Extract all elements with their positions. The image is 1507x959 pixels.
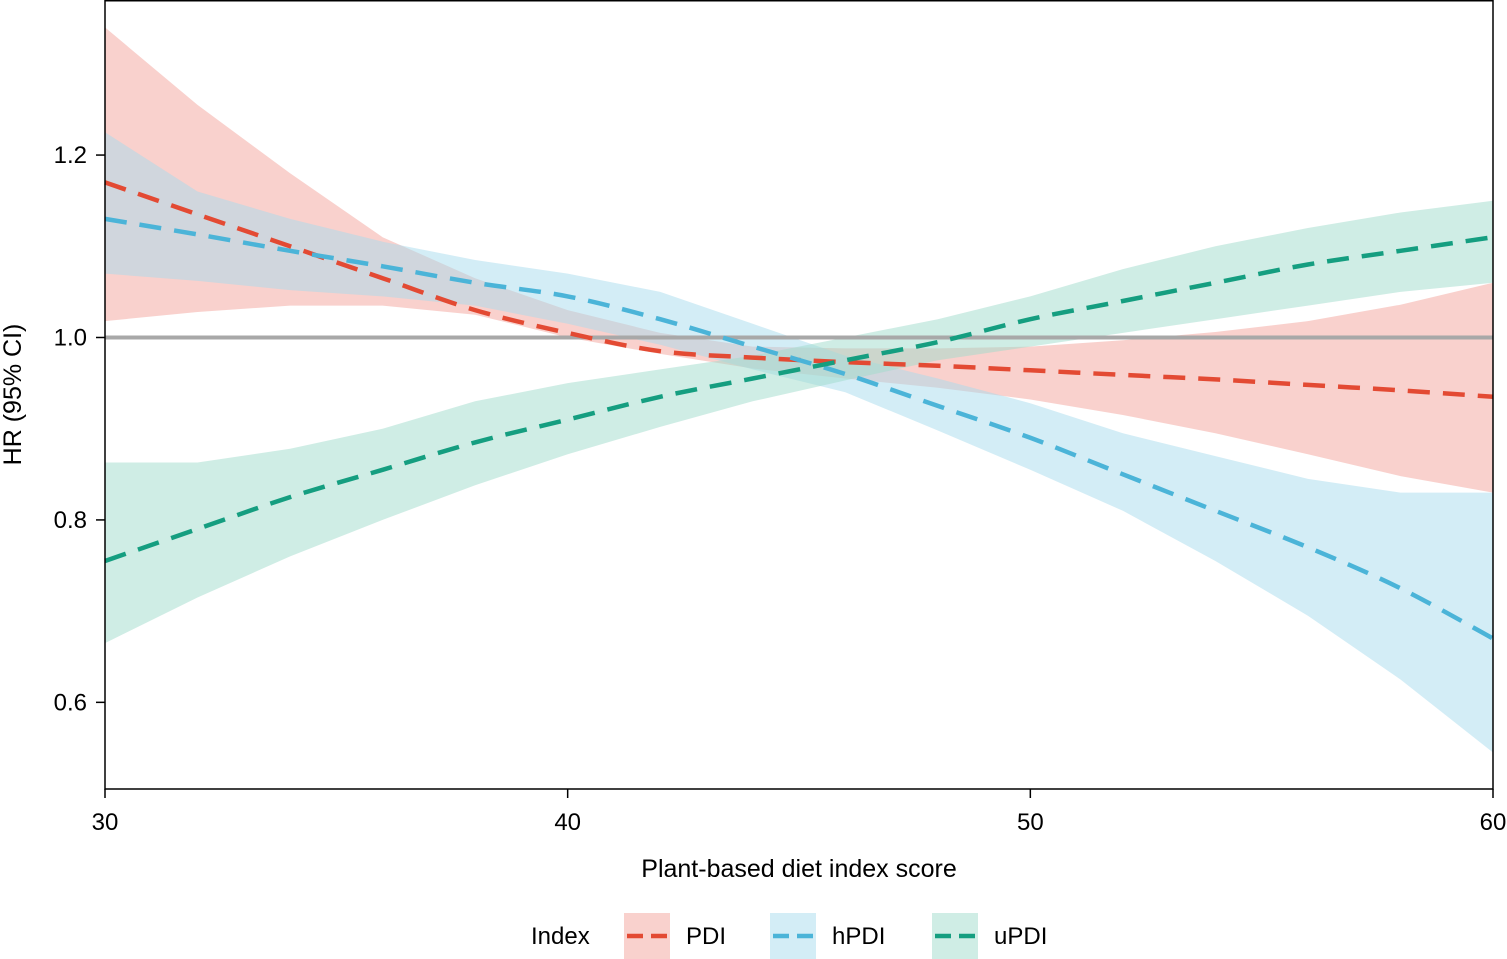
series-line-hpdi [104,216,1495,641]
x-axis: 30 40 50 60 [92,789,1507,836]
y-axis-title: HR (95% CI) [0,324,27,466]
ci-band-updi [105,200,1493,644]
y-tick-label: 1.2 [54,142,87,169]
y-axis: 0.6 0.8 1.0 1.2 [54,142,105,716]
plot-frame [104,0,1494,790]
y-tick-label: 0.8 [54,507,87,534]
x-axis-title: Plant-based diet index score [641,855,956,883]
x-tick-label: 50 [1017,809,1044,836]
legend: Index PDI hPDI uPDI [531,913,1047,959]
ci-band-hpdi [105,132,1493,753]
x-tick-label: 30 [92,809,119,836]
y-tick-label: 0.6 [54,689,87,716]
legend-label-pdi: PDI [686,923,726,950]
x-tick-label: 60 [1480,809,1507,836]
y-tick-label: 1.0 [54,324,87,351]
series-lines [104,180,1495,641]
legend-title: Index [531,923,590,950]
legend-label-hpdi: hPDI [832,923,885,950]
confidence-bands [105,27,1493,753]
legend-label-updi: uPDI [994,923,1047,950]
x-tick-label: 40 [554,809,581,836]
series-line-updi [104,234,1494,564]
